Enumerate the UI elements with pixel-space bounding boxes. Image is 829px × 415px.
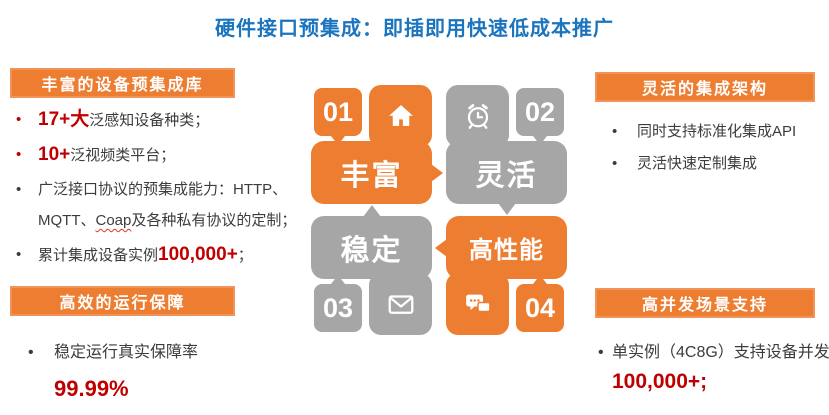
highlight-value: 100,000+ [158, 244, 238, 265]
bullet-marker: • [28, 344, 34, 361]
bubble-tail [533, 275, 547, 284]
bullet-text-prefix: 单实例（4C8G）支持设备并发 [612, 344, 829, 361]
bubble-tail [331, 136, 345, 145]
reliability-note: • 稳定运行真实保障率 99.99% [28, 338, 278, 404]
envelope-icon [369, 273, 432, 335]
quadrant-flexible-label: 灵活 [446, 141, 567, 215]
chat-icon [446, 273, 509, 335]
highlight-value: 17+大 [38, 109, 90, 130]
quadrant-high-performance-label: 高性能 [435, 216, 567, 279]
home-icon [369, 85, 432, 147]
bubble-tail [533, 136, 547, 145]
bullet-marker: • [598, 344, 604, 361]
bullet-text: 及各种私有协议的定制； [131, 212, 297, 229]
quadrant-number: 04 [524, 292, 556, 323]
bubble-tail [331, 275, 345, 284]
integration-architecture-list: 同时支持标准化集成API 灵活快速定制集成 [595, 116, 829, 180]
list-item: 17+大泛感知设备种类； [10, 104, 302, 136]
quadrant-rich: 丰富 01 [311, 85, 443, 204]
quadrant-number: 02 [524, 96, 556, 127]
high-concurrency-header: 高并发场景支持 [595, 288, 815, 318]
spellcheck-word: Coap [95, 212, 132, 229]
quadrant-high-performance: 高性能 04 [435, 216, 567, 335]
bubble-tail [435, 238, 447, 257]
quadrant-stable: 稳定 03 [311, 205, 432, 335]
quadrant-label: 灵活 [475, 159, 538, 192]
quadrant-high-performance-number: 04 [513, 275, 567, 335]
list-item: 累计集成设备实例100,000+； [10, 239, 302, 271]
bullet-text: 泛感知设备种类； [89, 112, 210, 129]
list-item: 同时支持标准化集成API [595, 116, 829, 148]
operation-guarantee-header: 高效的运行保障 [10, 286, 235, 316]
quadrant-rich-label: 丰富 [311, 141, 443, 204]
device-library-header: 丰富的设备预集成库 [10, 68, 235, 98]
alarm-clock-icon [446, 85, 509, 147]
bullet-text: 广泛接口协议的预集成能力：HTTP、MQTT、 [38, 181, 288, 229]
bubble-tail [497, 203, 516, 215]
quadrant-flexible-number: 02 [513, 85, 567, 145]
highlight-value: 10+ [38, 144, 71, 165]
bubble-tail [362, 205, 381, 217]
quadrant-diagram: 丰富 01 灵活 02 [311, 85, 567, 335]
quadrant-flexible: 灵活 02 [446, 85, 567, 215]
quadrant-rich-number: 01 [311, 85, 365, 145]
quadrant-number: 03 [322, 292, 354, 323]
quadrant-label: 稳定 [340, 234, 403, 267]
quadrant-label: 丰富 [340, 159, 403, 192]
concurrency-note: • 单实例（4C8G）支持设备并发 100,000+; [598, 338, 829, 398]
concurrency-value: 100,000+; [612, 370, 708, 393]
device-library-list: 17+大泛感知设备种类； 10+泛视频类平台； 广泛接口协议的预集成能力：HTT… [10, 104, 302, 274]
integration-architecture-header: 灵活的集成架构 [595, 72, 815, 102]
page-title: 硬件接口预集成：即插即用快速低成本推广 [215, 18, 614, 40]
bullet-text: 稳定运行真实保障率 [54, 344, 199, 361]
bullet-text: 单实例（4C8G）支持设备并发 100,000+; [598, 338, 829, 398]
bullet-text: 同时支持标准化集成API [637, 123, 797, 140]
list-item: 广泛接口协议的预集成能力：HTTP、MQTT、Coap及各种私有协议的定制； [10, 174, 302, 236]
bullet-text: ； [237, 247, 253, 264]
list-item: 灵活快速定制集成 [595, 148, 829, 180]
quadrant-stable-number: 03 [311, 275, 365, 335]
reliability-rate: 99.99% [54, 376, 129, 401]
quadrant-stable-label: 稳定 [311, 205, 432, 279]
bullet-text: 灵活快速定制集成 [637, 155, 758, 172]
bullet-text: 泛视频类平台； [70, 147, 176, 164]
quadrant-label: 高性能 [469, 237, 544, 264]
quadrant-number: 01 [322, 96, 354, 127]
bullet-text: 累计集成设备实例 [38, 247, 159, 264]
list-item: 10+泛视频类平台； [10, 139, 302, 171]
bubble-tail [431, 163, 443, 182]
